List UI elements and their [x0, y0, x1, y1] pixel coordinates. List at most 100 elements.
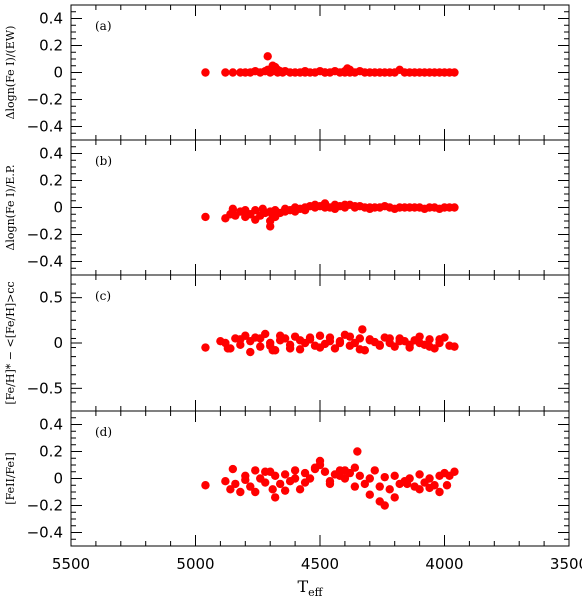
data-point [315, 456, 325, 466]
data-point [320, 467, 330, 476]
data-point [390, 471, 399, 480]
data-point [415, 485, 424, 494]
data-point [275, 331, 285, 340]
data-point [370, 466, 379, 475]
data-point [290, 466, 300, 475]
data-point [280, 470, 290, 479]
data-point [425, 483, 434, 493]
data-point [425, 335, 434, 344]
data-point [221, 68, 230, 77]
panel-1: −0.4 −0.2 0 0.2 0.4 (a) Δlogn(Fe I)/(EW) [4, 4, 570, 141]
data-point [405, 340, 414, 350]
data-point [251, 206, 260, 215]
data-point [228, 68, 238, 77]
data-point [385, 334, 394, 343]
data-point [290, 474, 300, 483]
x-axis-label-sub: eff [308, 586, 324, 599]
panel-tag: (a) [95, 19, 112, 33]
data-point [355, 334, 365, 343]
data-point [353, 447, 362, 456]
data-point [380, 472, 389, 482]
panels-group: −0.4−0.200.20.4 (a)Δlogn(Fe I)/(EW)−0.4−0… [4, 4, 570, 547]
data-point [290, 207, 300, 216]
data-point [365, 203, 374, 212]
data-point [258, 204, 267, 214]
data-point [280, 207, 290, 216]
x-tick-label: 5500 [52, 555, 90, 573]
data-point [295, 485, 305, 494]
data-point [450, 342, 459, 351]
panel-tag: (d) [95, 425, 112, 439]
data-point [300, 478, 310, 487]
data-point [201, 481, 210, 490]
panel-4: −0.4 −0.2 0 0.2 0.4 (d) [FeII/FeI] [4, 410, 570, 547]
data-point [266, 222, 275, 231]
y-tick-label: −0.5 [27, 379, 63, 397]
data-point [268, 485, 277, 494]
data-point [270, 471, 280, 480]
data-point [375, 341, 384, 350]
data-point [201, 343, 210, 352]
data-point [228, 464, 238, 474]
data-point [223, 344, 233, 353]
y-tick-label: 0 [53, 199, 63, 217]
y-tick-label: 0.4 [39, 145, 63, 163]
data-point [251, 466, 260, 475]
y-tick-label: 0.4 [39, 10, 63, 28]
data-point [390, 342, 399, 351]
data-point [340, 200, 350, 209]
data-point [201, 212, 210, 222]
panel-frame [70, 274, 570, 412]
data-point [450, 467, 459, 476]
data-point [305, 333, 315, 342]
x-tick-label: 4500 [301, 555, 339, 573]
x-tick-label: 4000 [425, 555, 463, 573]
data-point [263, 52, 272, 61]
data-point [375, 482, 384, 491]
data-point [355, 345, 365, 354]
y-tick-label: −0.2 [27, 497, 63, 515]
data-point [221, 477, 230, 486]
data-point [390, 493, 399, 502]
x-axis-label: Teff [298, 577, 324, 599]
data-point [325, 336, 335, 346]
data-point [395, 336, 404, 346]
data-point [295, 336, 305, 345]
data-point [365, 474, 374, 483]
data-point [345, 68, 355, 77]
data-point [315, 343, 325, 352]
data-point [350, 201, 360, 211]
data-point [315, 331, 325, 340]
data-point [330, 204, 340, 214]
data-point [340, 466, 350, 475]
data-point [251, 487, 260, 497]
data-point [435, 487, 444, 497]
data-point [310, 464, 320, 474]
y-tick-label: −0.2 [27, 91, 63, 109]
y-axis-label: Δlogn(Fe I)/(EW) [4, 26, 17, 120]
data-point [246, 482, 255, 491]
data-point [275, 479, 285, 489]
y-tick-label: 0 [53, 64, 63, 82]
data-point [295, 345, 305, 354]
data-point [345, 332, 355, 341]
y-tick-label: −0.2 [27, 226, 63, 244]
panel-2: −0.4 −0.2 0 0.2 0.4 (b) Δlogn(Fe I)/E.P. [4, 139, 570, 276]
data-point [442, 481, 452, 490]
data-point [415, 470, 424, 479]
x-tick-label: 5000 [176, 555, 214, 573]
data-point [350, 463, 360, 472]
data-point [385, 485, 394, 494]
data-point [335, 338, 345, 348]
panel-tag: (c) [95, 289, 111, 303]
data-point [226, 485, 235, 494]
y-tick-label: −0.4 [27, 524, 63, 542]
data-point [241, 475, 250, 485]
data-point [268, 346, 277, 355]
data-point [335, 471, 345, 480]
data-point [350, 482, 360, 491]
x-axis-label-main: T [298, 577, 309, 596]
y-tick-label: 0 [53, 470, 63, 488]
data-point [320, 68, 330, 77]
panel-frame [70, 410, 570, 547]
